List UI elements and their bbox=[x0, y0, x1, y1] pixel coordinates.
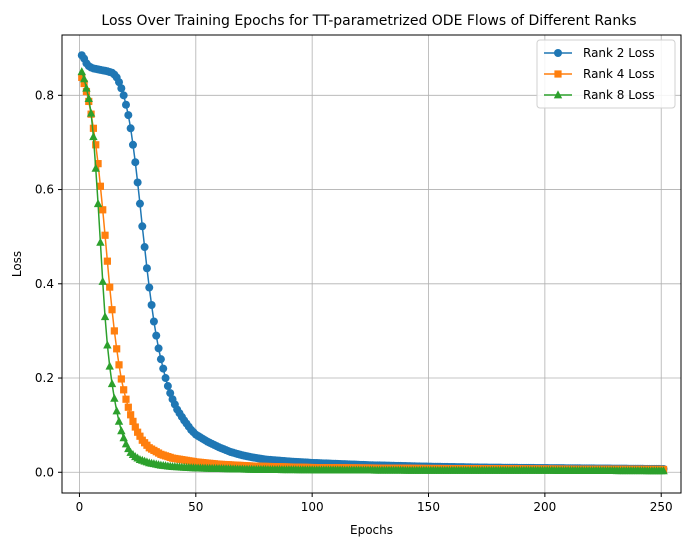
legend-box bbox=[536, 39, 676, 109]
data-point bbox=[140, 243, 149, 252]
x-tick-label: 150 bbox=[417, 500, 440, 514]
data-point bbox=[156, 355, 165, 364]
data-point bbox=[82, 83, 91, 92]
data-point bbox=[107, 379, 117, 388]
data-point bbox=[142, 264, 151, 273]
data-point bbox=[117, 84, 126, 93]
data-point bbox=[122, 395, 130, 403]
data-point bbox=[131, 423, 139, 431]
data-point bbox=[166, 389, 175, 398]
y-tick-label: 0.6 bbox=[35, 183, 54, 197]
data-point bbox=[101, 231, 109, 239]
data-point bbox=[163, 382, 172, 391]
data-point bbox=[98, 276, 107, 285]
data-point bbox=[138, 222, 147, 231]
data-point bbox=[147, 300, 156, 309]
data-point bbox=[93, 199, 103, 208]
data-point bbox=[119, 91, 128, 100]
data-point bbox=[135, 199, 144, 208]
data-point bbox=[79, 74, 89, 83]
legend-item: Rank 2 Loss bbox=[544, 46, 655, 60]
data-point bbox=[115, 78, 124, 87]
data-point bbox=[103, 340, 112, 349]
x-tick-label: 0 bbox=[76, 500, 84, 514]
legend: Rank 2 Loss Rank 4 Loss Rank 8 Loss bbox=[536, 39, 676, 109]
chart-title: Loss Over Training Epochs for TT-paramet… bbox=[101, 13, 636, 29]
data-point bbox=[86, 108, 96, 117]
data-point bbox=[112, 406, 121, 415]
data-point bbox=[105, 361, 114, 370]
data-point bbox=[80, 79, 88, 88]
data-point bbox=[152, 331, 161, 340]
axis-ticks: 0 50 100 150 200 250 0.0 0.2 0.4 0.6 0.8 bbox=[35, 88, 673, 514]
data-point bbox=[120, 386, 128, 394]
legend-label: Rank 8 Loss bbox=[583, 88, 655, 102]
legend-marker bbox=[554, 70, 562, 78]
data-point bbox=[99, 206, 107, 214]
x-axis-label: Epochs bbox=[350, 523, 393, 537]
legend-label: Rank 2 Loss bbox=[583, 46, 655, 60]
data-point bbox=[124, 111, 133, 120]
data-point bbox=[117, 375, 125, 383]
data-point bbox=[103, 257, 111, 265]
data-point bbox=[96, 182, 104, 190]
data-point bbox=[92, 141, 100, 149]
data-point bbox=[133, 178, 142, 187]
y-tick-label: 0.2 bbox=[35, 371, 54, 385]
data-point bbox=[110, 393, 119, 402]
data-point bbox=[115, 361, 123, 369]
data-point bbox=[126, 124, 135, 133]
y-tick-label: 0.8 bbox=[35, 88, 54, 102]
plot-area bbox=[62, 35, 681, 493]
data-point bbox=[84, 94, 93, 103]
data-point bbox=[89, 124, 98, 132]
legend-item: Rank 4 Loss bbox=[544, 67, 655, 81]
data-point bbox=[145, 283, 154, 292]
y-axis-label: Loss bbox=[10, 251, 24, 277]
data-point bbox=[91, 163, 100, 172]
data-point bbox=[659, 466, 668, 475]
data-point bbox=[117, 426, 126, 435]
data-point bbox=[96, 237, 105, 246]
data-point bbox=[127, 411, 135, 419]
y-tick-label: 0.4 bbox=[35, 277, 54, 291]
data-point bbox=[94, 160, 102, 168]
data-point bbox=[161, 374, 170, 383]
series-3 bbox=[77, 67, 668, 475]
data-point bbox=[78, 73, 86, 82]
series-group bbox=[77, 51, 668, 475]
x-tick-label: 200 bbox=[533, 500, 556, 514]
data-point bbox=[114, 416, 124, 425]
x-tick-label: 100 bbox=[301, 500, 324, 514]
data-point bbox=[89, 132, 98, 141]
data-point bbox=[124, 403, 132, 411]
x-tick-label: 250 bbox=[650, 500, 673, 514]
legend-marker bbox=[554, 49, 562, 57]
plot-frame bbox=[61, 34, 682, 494]
legend-item: Rank 8 Loss bbox=[544, 88, 655, 102]
data-point bbox=[100, 312, 110, 321]
data-point bbox=[149, 317, 158, 326]
legend-label: Rank 4 Loss bbox=[583, 67, 655, 81]
data-point bbox=[119, 433, 128, 442]
data-point bbox=[128, 140, 137, 149]
data-point bbox=[106, 283, 114, 291]
data-point bbox=[113, 345, 121, 353]
data-point bbox=[121, 100, 130, 109]
x-tick-label: 50 bbox=[188, 500, 203, 514]
data-point bbox=[131, 158, 140, 167]
data-point bbox=[110, 327, 118, 335]
data-point bbox=[108, 306, 116, 314]
data-point bbox=[159, 364, 168, 373]
legend-marker bbox=[553, 90, 563, 99]
data-point bbox=[154, 344, 163, 353]
data-point bbox=[134, 428, 142, 436]
data-point bbox=[129, 417, 137, 425]
data-point bbox=[77, 67, 86, 76]
data-point bbox=[136, 432, 144, 440]
y-tick-label: 0.0 bbox=[35, 465, 54, 479]
